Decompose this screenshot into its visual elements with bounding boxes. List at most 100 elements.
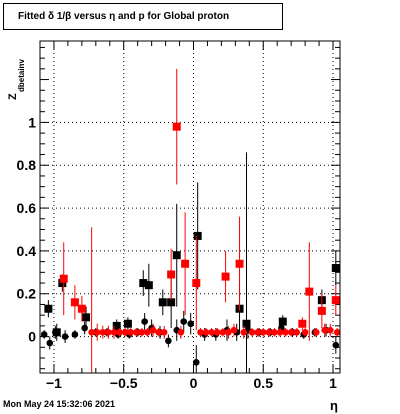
data-point-circle [110, 329, 118, 336]
y-tick-label: 0.6 [17, 200, 37, 216]
data-point-square [181, 259, 190, 268]
data-point-circle [71, 331, 79, 338]
data-point-circle [160, 329, 168, 336]
data-point-circle [116, 329, 123, 336]
timestamp: Mon May 24 15:32:06 2021 [3, 399, 116, 409]
data-point-circle [230, 326, 238, 334]
data-point-circle [40, 331, 48, 338]
data-point-circle [282, 329, 289, 336]
data-point-circle [332, 341, 340, 349]
y-tick-label: 0.4 [17, 243, 37, 259]
data-point-square [158, 298, 167, 307]
data-point-circle [121, 329, 129, 336]
data-point-square [172, 122, 181, 131]
data-point-square [305, 287, 314, 296]
data-point-circle [254, 329, 261, 336]
data-point-circle [240, 329, 248, 336]
data-point-circle [180, 318, 188, 325]
data-point-circle [141, 318, 148, 325]
data-point-circle [155, 329, 162, 336]
data-point-square [139, 279, 148, 288]
y-axis-label-main: Z [7, 93, 19, 100]
data-point-square [167, 298, 176, 307]
data-point-circle [301, 329, 309, 336]
data-point-circle [132, 329, 140, 336]
data-point-circle [52, 329, 59, 336]
data-points [40, 68, 341, 373]
data-point-square [123, 319, 132, 328]
series-0 [44, 152, 340, 373]
data-point-circle [259, 329, 267, 336]
data-point-square [235, 259, 244, 268]
data-point-square [59, 274, 68, 283]
y-axis-label: Z dbetainv [7, 59, 26, 100]
data-point-circle [93, 329, 101, 336]
data-point-circle [187, 320, 194, 328]
data-point-square [192, 279, 201, 288]
data-point-square [331, 264, 340, 273]
y-tick-label: 0 [28, 329, 36, 345]
y-tick-label: 0.2 [17, 286, 37, 302]
data-point-circle [248, 329, 256, 336]
data-point-circle [326, 326, 334, 334]
data-point-circle [99, 329, 107, 336]
x-tick-label: 0.5 [254, 375, 274, 391]
data-point-square [167, 270, 176, 279]
data-point-square [172, 251, 181, 260]
plot-frame [39, 40, 341, 374]
data-point-circle [88, 329, 95, 336]
data-point-square [70, 298, 79, 307]
y-axis-label-sub: dbetainv [17, 59, 26, 92]
data-point-square [77, 304, 86, 313]
data-point-circle [219, 329, 227, 336]
data-point-circle [202, 329, 210, 336]
data-point-circle [192, 358, 200, 366]
x-tick-label: 0 [190, 375, 198, 391]
data-point-square [193, 231, 202, 240]
data-point-square [58, 279, 67, 288]
data-point-circle [225, 329, 232, 336]
x-tick-label: 1 [329, 375, 337, 391]
data-point-square [331, 296, 340, 305]
data-point-circle [138, 329, 146, 336]
series-3 [88, 227, 341, 373]
data-point-circle [197, 329, 204, 336]
data-point-circle [321, 326, 328, 334]
data-point-circle [144, 329, 151, 336]
data-point-circle [213, 329, 221, 336]
data-point-circle [81, 324, 88, 332]
data-point-circle [276, 329, 284, 336]
data-point-square [242, 319, 251, 328]
data-point-square [298, 319, 307, 328]
x-axis-label: η [330, 398, 338, 413]
y-tick-label: 1 [28, 114, 36, 130]
data-point-circle [287, 329, 295, 336]
data-point-circle [312, 329, 320, 336]
data-point-square [144, 281, 153, 290]
data-point-circle [177, 329, 185, 336]
data-point-circle [105, 329, 112, 336]
x-tick-label: −0.5 [110, 375, 138, 391]
data-point-square [112, 321, 121, 330]
data-point-square [44, 304, 53, 313]
chart-title: Fitted δ 1/β versus η and p for Global p… [3, 3, 283, 30]
data-point-circle [293, 329, 301, 336]
data-point-circle [46, 339, 54, 347]
data-point-square [221, 272, 230, 281]
data-point-circle [208, 329, 215, 336]
x-tick-label: −1 [46, 375, 62, 391]
data-point-square [82, 313, 91, 322]
tick-labels: −1 −0.5 0 0.5 1 0 0.2 0.4 0.6 0.8 1 [17, 114, 338, 391]
data-point-square [317, 306, 326, 315]
grid-lines [40, 41, 340, 373]
y-tick-label: 0.8 [17, 157, 37, 173]
data-point-circle [149, 326, 157, 334]
data-point-circle [271, 329, 278, 336]
data-point-circle [265, 329, 273, 336]
data-point-circle [165, 337, 172, 345]
data-point-circle [127, 329, 134, 336]
series-1 [59, 68, 340, 341]
data-point-circle [333, 329, 341, 336]
data-point-square [278, 317, 287, 326]
